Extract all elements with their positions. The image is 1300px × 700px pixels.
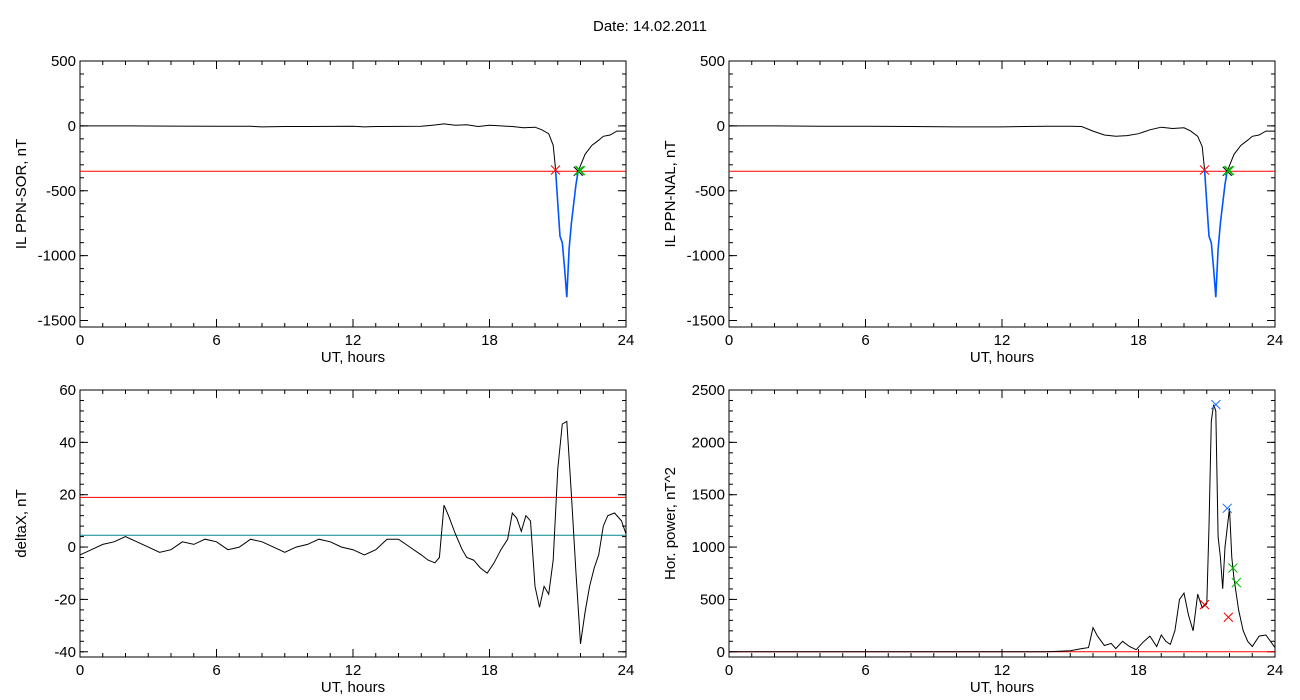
series-line [577,130,626,172]
cross-marker [1223,165,1234,176]
y-tick-label: 40 [59,434,76,451]
panel-hor-power: 0 6 12 18 24 2500 2000 1500 1000 500 0 UT, hours Hor… [662,382,1283,696]
y-axis-label: Hor. power, nT^2 [662,467,679,580]
panel-deltax: 0 6 12 18 24 60 40 20 0 -20 -40 UT, hours deltaX, nT [13,382,634,696]
y-tick-label: 2000 [692,434,725,451]
y-tick-label: 0 [717,118,725,135]
x-tick-label: 0 [725,662,733,679]
marker-stroke [575,165,586,176]
marker-stroke [574,165,585,176]
y-tick-label: 1500 [692,487,725,504]
y-tick-label: -1500 [687,313,725,330]
series-line [1203,168,1228,298]
x-axis-label: UT, hours [970,679,1034,696]
panel-ppn-nal: 0 6 12 18 24 500 0 -500 -1000 -1500 UT, hours IL PP… [662,53,1283,366]
cross-marker [550,165,561,175]
x-tick-label: 24 [618,332,635,349]
series-line [729,125,1205,169]
y-tick-label: 60 [59,382,76,399]
x-tick-label: 24 [1267,332,1284,349]
marker-stroke [1228,563,1238,573]
y-tick-label: -1500 [38,313,76,330]
y-tick-label: 0 [68,539,76,556]
marker-stroke [1210,399,1221,410]
x-tick-label: 0 [76,662,84,679]
x-axis-label: UT, hours [321,679,385,696]
x-tick-label: 18 [481,662,498,679]
series-line [1226,130,1275,172]
x-axis-label: UT, hours [970,349,1034,366]
y-tick-label: -20 [54,591,76,608]
plot-frame [79,60,627,328]
cross-marker [575,165,586,176]
y-tick-label: -500 [695,183,725,200]
series-line [80,123,556,169]
marker-stroke [550,165,561,175]
marker-stroke [1222,503,1233,514]
cross-marker [1199,599,1210,610]
y-tick-label: -500 [46,183,76,200]
marker-stroke [1231,577,1242,588]
plot-frame [728,60,1276,328]
y-tick-label: 1000 [692,539,725,556]
cross-marker [1223,612,1234,623]
x-tick-label: 18 [1130,662,1147,679]
y-tick-label: -1000 [687,248,725,265]
x-tick-label: 24 [1267,662,1284,679]
y-tick-label: 500 [51,53,76,70]
cross-marker [1199,165,1210,175]
x-tick-label: 6 [861,662,869,679]
plot-frame [728,389,1276,658]
y-tick-label: 2500 [692,382,725,399]
marker-stroke [1199,165,1210,175]
cross-marker [1222,503,1233,514]
series-line [729,404,1276,653]
x-tick-label: 12 [994,332,1011,349]
chart-title: Date: 14.02.2011 [593,18,707,35]
x-axis-label: UT, hours [321,349,385,366]
x-tick-label: 12 [345,332,362,349]
y-axis-label: IL PPN-NAL, nT [662,141,679,248]
x-tick-label: 0 [725,332,733,349]
y-tick-label: -40 [54,644,76,661]
x-tick-label: 6 [212,332,220,349]
marker-stroke [1223,612,1234,623]
series-line [79,420,627,644]
y-tick-label: 20 [59,487,76,504]
marker-stroke [1199,599,1210,610]
y-tick-label: -1000 [38,248,76,265]
y-axis-label: IL PPN-SOR, nT [13,139,30,249]
cross-marker [1210,399,1221,410]
cross-marker [574,165,585,176]
x-tick-label: 6 [212,662,220,679]
plot-frame [79,389,627,658]
cross-marker [1231,577,1242,588]
x-tick-label: 12 [345,662,362,679]
y-tick-label: 500 [700,53,725,70]
cross-marker [1228,563,1238,573]
panel-ppn-sor: 0 6 12 18 24 500 0 -500 -1000 -1500 UT, hours IL PP… [13,53,634,366]
x-tick-label: 12 [994,662,1011,679]
y-tick-label: 0 [717,644,725,661]
x-tick-label: 18 [1130,332,1147,349]
x-tick-label: 24 [618,662,635,679]
x-tick-label: 6 [861,332,869,349]
y-tick-label: 0 [68,118,76,135]
marker-stroke [1224,165,1235,176]
marker-stroke [1223,165,1234,176]
x-tick-label: 18 [481,332,498,349]
series-line [554,168,579,298]
x-tick-label: 0 [76,332,84,349]
y-axis-label: deltaX, nT [13,489,30,557]
y-tick-label: 500 [700,591,725,608]
cross-marker [1224,165,1235,176]
